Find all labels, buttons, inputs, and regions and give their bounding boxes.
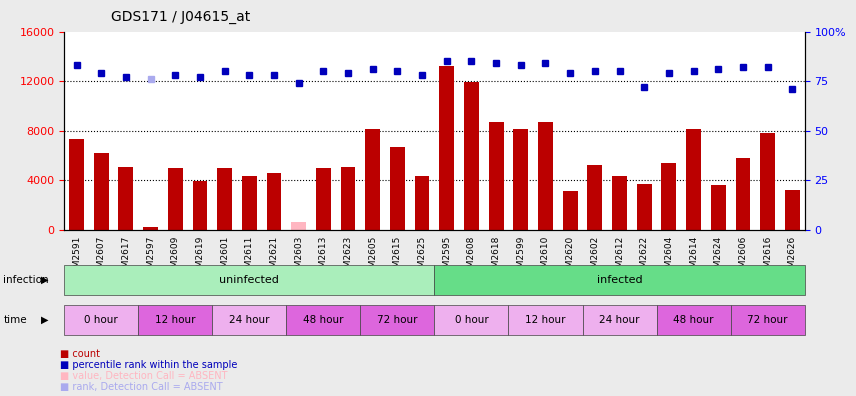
Bar: [143, 227, 158, 230]
Bar: [785, 190, 800, 230]
Bar: [390, 147, 405, 230]
Bar: [710, 185, 726, 230]
Text: 24 hour: 24 hour: [229, 315, 270, 325]
Bar: [118, 167, 134, 230]
Bar: [662, 163, 676, 230]
Bar: [341, 167, 355, 230]
Text: 12 hour: 12 hour: [526, 315, 566, 325]
Text: 48 hour: 48 hour: [674, 315, 714, 325]
Bar: [760, 133, 775, 230]
Bar: [242, 177, 257, 230]
Text: time: time: [3, 315, 27, 325]
Bar: [489, 122, 503, 230]
Text: 0 hour: 0 hour: [85, 315, 118, 325]
Text: GDS171 / J04615_at: GDS171 / J04615_at: [111, 10, 251, 24]
Text: ■ rank, Detection Call = ABSENT: ■ rank, Detection Call = ABSENT: [60, 382, 223, 392]
Text: 72 hour: 72 hour: [377, 315, 418, 325]
Text: 0 hour: 0 hour: [455, 315, 488, 325]
Bar: [587, 165, 603, 230]
Bar: [735, 158, 751, 230]
Text: ▶: ▶: [41, 275, 49, 285]
Text: ■ value, Detection Call = ABSENT: ■ value, Detection Call = ABSENT: [60, 371, 228, 381]
Bar: [439, 66, 455, 230]
Bar: [464, 82, 479, 230]
Bar: [69, 139, 84, 230]
Text: 12 hour: 12 hour: [155, 315, 195, 325]
Text: 24 hour: 24 hour: [599, 315, 639, 325]
Text: ■ count: ■ count: [60, 349, 100, 359]
Bar: [687, 129, 701, 230]
Bar: [193, 181, 207, 230]
Bar: [538, 122, 553, 230]
Text: infection: infection: [3, 275, 49, 285]
Bar: [514, 129, 528, 230]
Bar: [94, 153, 109, 230]
Bar: [366, 129, 380, 230]
Bar: [266, 173, 282, 230]
Text: ■ percentile rank within the sample: ■ percentile rank within the sample: [60, 360, 237, 370]
Bar: [612, 177, 627, 230]
Bar: [637, 184, 651, 230]
Bar: [217, 168, 232, 230]
Bar: [316, 168, 330, 230]
Text: uninfected: uninfected: [219, 275, 279, 285]
Text: 48 hour: 48 hour: [303, 315, 343, 325]
Text: ▶: ▶: [41, 315, 49, 325]
Bar: [562, 191, 578, 230]
Text: infected: infected: [597, 275, 642, 285]
Bar: [414, 177, 430, 230]
Bar: [291, 222, 306, 230]
Text: 72 hour: 72 hour: [747, 315, 788, 325]
Bar: [168, 168, 182, 230]
